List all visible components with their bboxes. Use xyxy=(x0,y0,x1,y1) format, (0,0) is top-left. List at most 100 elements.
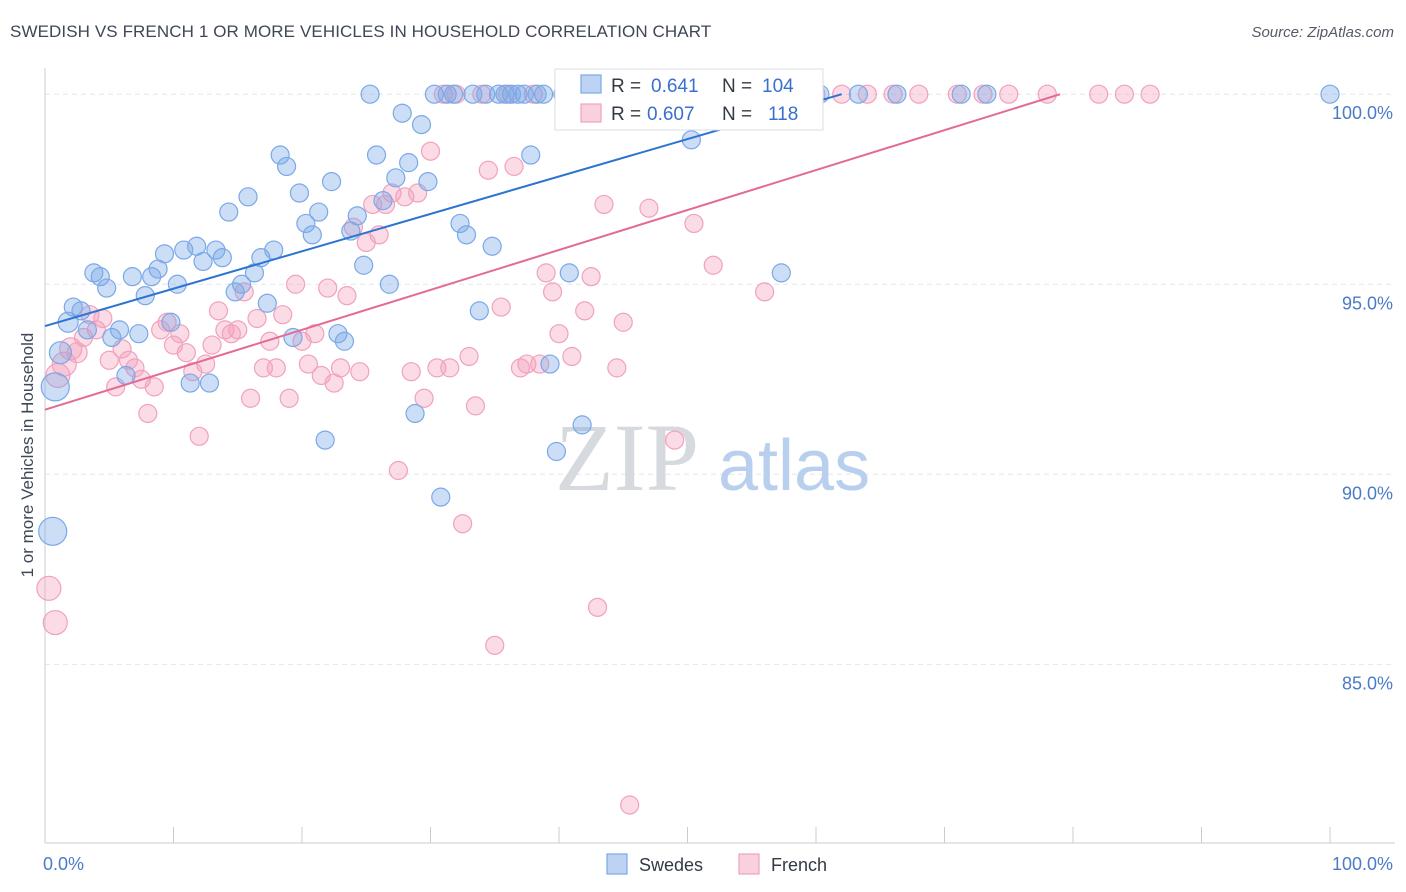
point-french xyxy=(703,255,723,275)
data-points xyxy=(36,84,1340,815)
point-french xyxy=(208,301,229,321)
point-french xyxy=(549,324,569,344)
y-axis-label: 1 or more Vehicles in Household xyxy=(18,333,37,578)
point-swedes xyxy=(521,145,541,165)
point-swedes xyxy=(366,145,387,165)
point-swedes xyxy=(334,331,355,351)
point-french xyxy=(754,282,775,302)
point-french xyxy=(581,267,601,287)
point-swedes xyxy=(437,84,457,104)
point-swedes xyxy=(572,415,592,435)
point-french xyxy=(665,430,685,450)
point-swedes xyxy=(354,255,374,275)
point-french xyxy=(273,305,293,325)
point-swedes xyxy=(360,84,380,104)
point-swedes xyxy=(392,103,412,123)
point-french xyxy=(684,213,704,234)
point-french xyxy=(36,575,62,601)
point-swedes xyxy=(289,183,310,203)
point-french xyxy=(459,346,479,367)
point-french xyxy=(478,160,498,180)
legend-swatch-swedes xyxy=(606,853,628,875)
point-swedes xyxy=(309,202,329,222)
point-swedes xyxy=(135,286,155,306)
point-french xyxy=(350,362,370,382)
point-swedes xyxy=(1320,84,1340,104)
point-swedes xyxy=(97,278,117,298)
point-french xyxy=(247,308,267,329)
point-french xyxy=(266,358,286,378)
point-swedes xyxy=(206,240,226,260)
x-tick-label-max: 100.0% xyxy=(1332,854,1393,874)
point-swedes xyxy=(482,236,502,256)
point-swedes xyxy=(848,84,869,104)
point-swedes xyxy=(193,251,213,272)
point-french xyxy=(465,396,486,416)
point-french xyxy=(388,460,408,481)
stats-swatch-swedes xyxy=(580,74,602,94)
point-swedes xyxy=(450,213,470,234)
point-swedes xyxy=(321,172,342,192)
point-swedes xyxy=(559,263,579,283)
point-french xyxy=(138,403,158,424)
point-swedes xyxy=(129,324,149,344)
stats-r-value-swedes: 0.641 xyxy=(651,76,699,97)
point-french xyxy=(613,312,633,332)
point-swedes xyxy=(264,240,284,260)
point-french xyxy=(176,343,196,363)
point-swedes xyxy=(418,172,438,192)
point-french xyxy=(491,297,511,317)
point-french xyxy=(241,388,261,408)
point-swedes xyxy=(431,487,451,507)
point-swedes xyxy=(161,312,181,332)
point-swedes xyxy=(540,354,560,374)
trend-line-french xyxy=(44,93,1061,411)
point-swedes xyxy=(270,145,290,165)
point-french xyxy=(639,198,659,218)
stats-r-label-french: R = xyxy=(611,104,641,125)
point-french xyxy=(1140,84,1160,104)
stats-n-label-french: N = xyxy=(722,104,752,125)
trend-lines xyxy=(44,93,1061,411)
point-french xyxy=(318,278,338,298)
x-tick-labels: 0.0% 100.0% xyxy=(43,854,1393,874)
stats-r-label-swedes: R = xyxy=(611,76,641,97)
point-swedes xyxy=(109,320,130,340)
point-swedes xyxy=(527,84,547,104)
point-french xyxy=(285,274,306,294)
point-french xyxy=(1089,84,1109,104)
point-french xyxy=(504,156,524,177)
y-tick-label: 85.0% xyxy=(1342,673,1393,693)
point-swedes xyxy=(302,225,322,245)
point-french xyxy=(607,358,627,378)
axes xyxy=(44,68,1395,844)
point-swedes xyxy=(771,263,791,283)
legend-label-french: French xyxy=(771,855,827,875)
point-swedes xyxy=(90,267,110,287)
point-french xyxy=(620,795,640,815)
point-swedes xyxy=(232,274,252,294)
point-french xyxy=(228,320,248,340)
point-swedes xyxy=(386,168,406,188)
point-french xyxy=(144,377,164,397)
gridlines xyxy=(45,93,1395,665)
y-tick-label: 95.0% xyxy=(1342,293,1393,313)
point-french xyxy=(93,308,113,329)
point-swedes xyxy=(238,187,258,207)
y-tick-labels: 85.0% 90.0% 95.0% 100.0% xyxy=(1332,103,1393,693)
point-french xyxy=(42,609,68,636)
legend-swatch-french xyxy=(738,853,760,875)
point-swedes xyxy=(444,84,464,104)
point-french xyxy=(440,358,460,378)
point-french xyxy=(330,358,351,378)
point-french xyxy=(909,84,929,104)
point-french xyxy=(594,194,614,215)
point-french xyxy=(118,350,139,370)
point-swedes xyxy=(38,516,68,546)
point-french xyxy=(202,335,222,355)
stats-n-label-swedes: N = xyxy=(722,76,752,97)
point-french xyxy=(453,514,473,534)
point-swedes xyxy=(122,267,142,287)
point-swedes xyxy=(951,84,971,104)
